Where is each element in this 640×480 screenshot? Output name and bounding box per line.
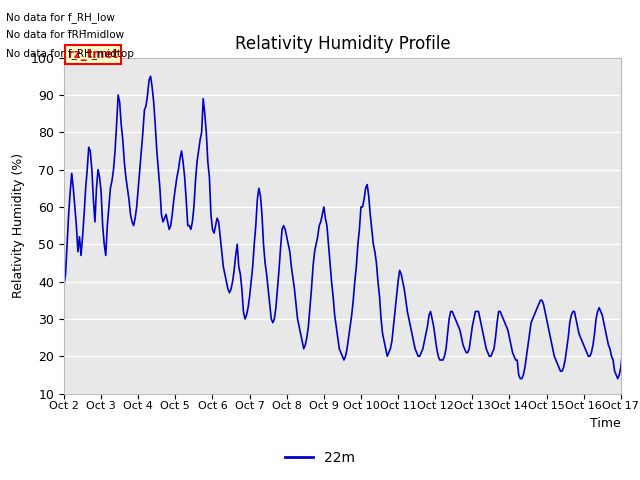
Title: Relativity Humidity Profile: Relativity Humidity Profile [235, 35, 450, 53]
Text: No data for f_RH_midtop: No data for f_RH_midtop [6, 48, 134, 60]
Y-axis label: Relativity Humidity (%): Relativity Humidity (%) [12, 153, 25, 298]
X-axis label: Time: Time [590, 417, 621, 430]
Text: No data for f_RH_low: No data for f_RH_low [6, 12, 115, 23]
Text: No data for f̄RH̄midlow: No data for f̄RH̄midlow [6, 30, 125, 40]
Text: rz_tmet: rz_tmet [68, 48, 118, 60]
Legend: 22m: 22m [280, 445, 360, 471]
